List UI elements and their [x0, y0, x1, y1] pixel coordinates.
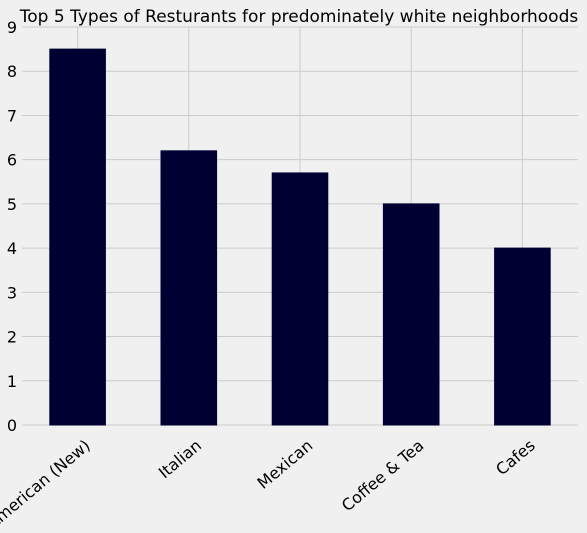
y-tick-label: 7: [7, 106, 17, 125]
bar-italian: [160, 150, 218, 426]
y-tick-label: 8: [7, 62, 17, 81]
y-tick-label: 5: [7, 195, 17, 214]
bar-american-new: [49, 48, 106, 426]
y-tick-label: 6: [7, 151, 17, 170]
y-tick-label: 4: [7, 239, 17, 258]
y-tick-label: 0: [7, 416, 17, 435]
bar-mexican: [271, 172, 329, 426]
bar-coffee-tea: [382, 203, 440, 426]
bar-cafes: [494, 247, 551, 426]
y-axis-ticks: 0 1 2 3 4 5 6 7 8 9: [7, 18, 17, 435]
y-tick-label: 3: [7, 283, 17, 302]
y-tick-label: 1: [7, 372, 17, 391]
bars: [49, 48, 551, 426]
y-tick-label: 2: [7, 328, 17, 347]
y-tick-label: 9: [7, 18, 17, 37]
chart-title: Top 5 Types of Resturants for predominat…: [19, 7, 579, 27]
